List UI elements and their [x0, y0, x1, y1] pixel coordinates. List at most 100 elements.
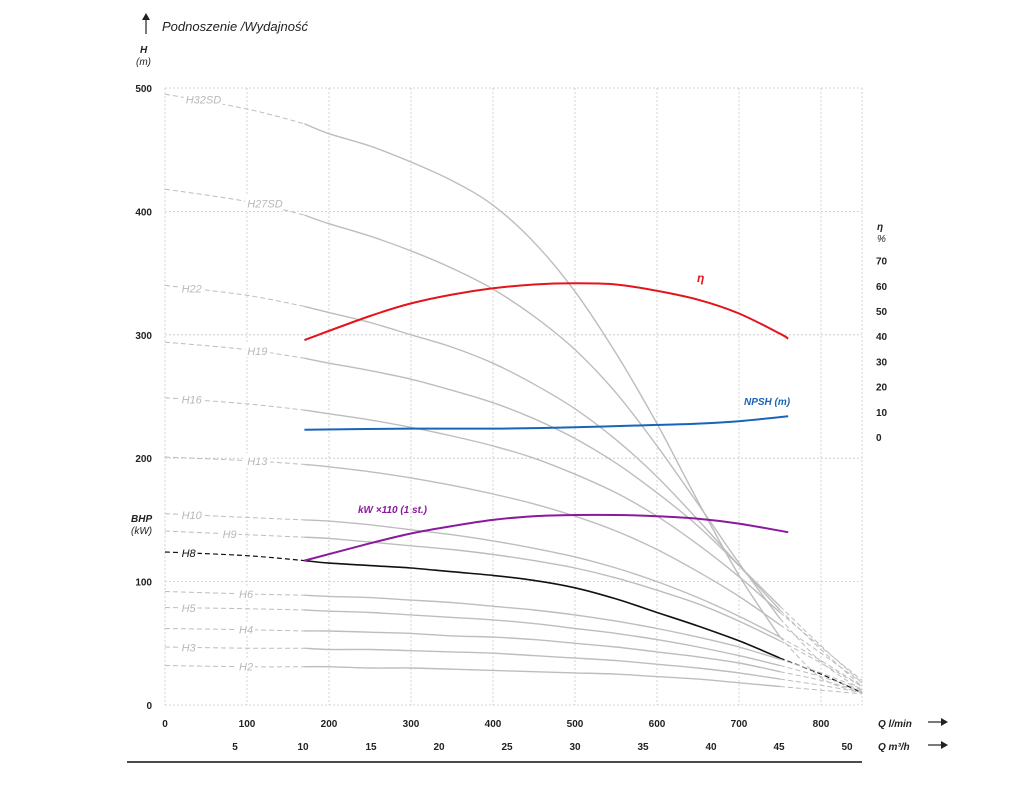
right-axis-unit: % — [877, 234, 886, 245]
head-curve-label: H22 — [182, 283, 202, 295]
label-background — [237, 658, 255, 673]
x-tick-label-lmin: 700 — [731, 719, 748, 730]
x-axis-label-m3h: Q m³/h — [878, 742, 910, 753]
head-curve-label: H6 — [239, 589, 254, 601]
x-tick-label-m3h: 15 — [365, 742, 377, 753]
head-curve-h4-dashed-left — [164, 628, 305, 632]
head-curve-h32sd-dashed-left — [164, 93, 305, 125]
head-curve-h27sd — [304, 214, 781, 620]
head-curve-label: H13 — [247, 456, 268, 468]
head-curve-h13-dashed-right — [779, 624, 863, 684]
y-tick-label: 300 — [135, 331, 152, 342]
label-background — [245, 342, 271, 357]
y-tick-label: 100 — [135, 578, 152, 589]
right-tick-label: 0 — [876, 433, 882, 444]
head-curve-h2-dashed-right — [779, 686, 863, 695]
right-tick-label: 60 — [876, 282, 888, 293]
head-curve-h16-dashed-right — [779, 612, 863, 681]
head-curves — [164, 93, 863, 695]
x-tick-label-lmin: 300 — [403, 719, 420, 730]
head-curve-h4 — [304, 630, 781, 673]
right-axis-name: η — [877, 222, 883, 233]
right-tick-label: 20 — [876, 383, 888, 394]
head-curve-label: H16 — [182, 395, 203, 407]
head-curve-label: H3 — [182, 642, 197, 654]
right-tick-label: 30 — [876, 357, 888, 368]
x-tick-label-m3h: 25 — [501, 742, 513, 753]
label-background — [183, 91, 223, 106]
right-arrow-head-icon — [941, 718, 948, 726]
x-tick-label-m3h: 40 — [705, 742, 717, 753]
head-curve-h4-dashed-right — [779, 671, 863, 692]
y-tick-label: 500 — [135, 84, 152, 95]
right-tick-label: 10 — [876, 408, 888, 419]
bhp-axis-name: BHP — [131, 514, 152, 525]
x-axis-label-lmin: Q l/min — [878, 719, 912, 730]
head-curve-h16 — [304, 409, 781, 614]
npsh-curve — [304, 415, 789, 431]
head-curve-label: H10 — [182, 510, 203, 522]
head-curve-h6-dashed-left — [164, 591, 305, 596]
head-curve-label: H2 — [239, 662, 253, 674]
chart-title: Podnoszenie /Wydajność — [162, 19, 308, 34]
head-curve-h6 — [304, 594, 781, 660]
head-curve-h32sd — [304, 123, 781, 638]
x-tick-label-m3h: 50 — [841, 742, 853, 753]
x-tick-label-lmin: 200 — [321, 719, 338, 730]
x-tick-label-lmin: 0 — [162, 719, 168, 730]
efficiency-curve — [304, 282, 789, 341]
label-background — [179, 506, 205, 521]
head-curve-label: H9 — [223, 529, 237, 541]
x-tick-label-lmin: 600 — [649, 719, 666, 730]
head-curve-h27sd-dashed-right — [779, 618, 863, 691]
x-tick-label-m3h: 10 — [297, 742, 309, 753]
x-tick-label-m3h: 20 — [433, 742, 445, 753]
head-curve-h8 — [304, 559, 781, 659]
y-tick-label: 0 — [146, 701, 152, 712]
head-curve-h22-dashed-right — [779, 609, 863, 687]
head-curve-label: H19 — [247, 346, 267, 358]
x-tick-label-lmin: 500 — [567, 719, 584, 730]
head-curve-h5 — [304, 609, 781, 667]
y-axis-name: H — [140, 45, 148, 56]
label-background — [220, 525, 239, 540]
head-curve-h2 — [304, 665, 781, 688]
head-curve-h19 — [304, 357, 781, 607]
power-curve — [304, 513, 789, 562]
x-tick-label-m3h: 45 — [773, 742, 785, 753]
head-curve-h22 — [304, 305, 781, 611]
head-curve-h9-dashed-left — [164, 530, 305, 538]
label-background — [179, 391, 205, 406]
efficiency-label: η — [697, 271, 704, 285]
label-background — [245, 453, 271, 468]
up-arrow-head-icon — [142, 13, 150, 20]
y-axis-unit: (m) — [136, 57, 151, 68]
x-tick-label-m3h: 35 — [637, 742, 649, 753]
label-background — [179, 639, 198, 654]
head-curve-h19-dashed-left — [164, 341, 305, 359]
right-tick-label: 40 — [876, 332, 888, 343]
x-tick-label-lmin: 800 — [813, 719, 830, 730]
label-background — [237, 585, 255, 600]
head-curve-h10 — [304, 519, 781, 638]
head-curve-label: H4 — [239, 625, 253, 637]
label-background — [179, 280, 205, 295]
head-curve-h2-dashed-left — [164, 665, 305, 668]
head-curve-label: H27SD — [247, 198, 283, 210]
head-curve-h5-dashed-right — [779, 665, 863, 691]
power-label: kW ×110 (1 st.) — [358, 505, 428, 516]
x-tick-label-m3h: 30 — [569, 742, 581, 753]
head-curve-h10-dashed-right — [779, 636, 863, 687]
x-tick-label-m3h: 5 — [232, 742, 238, 753]
chart-labels: H32SDH27SDH22H19H16H13H10H9H8H6H5H4H3H2η… — [131, 13, 948, 753]
head-curve-h3 — [304, 647, 781, 680]
head-curve-label: H8 — [182, 548, 197, 560]
label-background — [179, 599, 198, 614]
label-background — [245, 195, 285, 210]
head-curve-h13 — [304, 463, 781, 626]
head-curve-h9-dashed-right — [779, 640, 863, 687]
x-tick-label-lmin: 100 — [239, 719, 256, 730]
bhp-axis-unit: (kW) — [131, 526, 152, 537]
